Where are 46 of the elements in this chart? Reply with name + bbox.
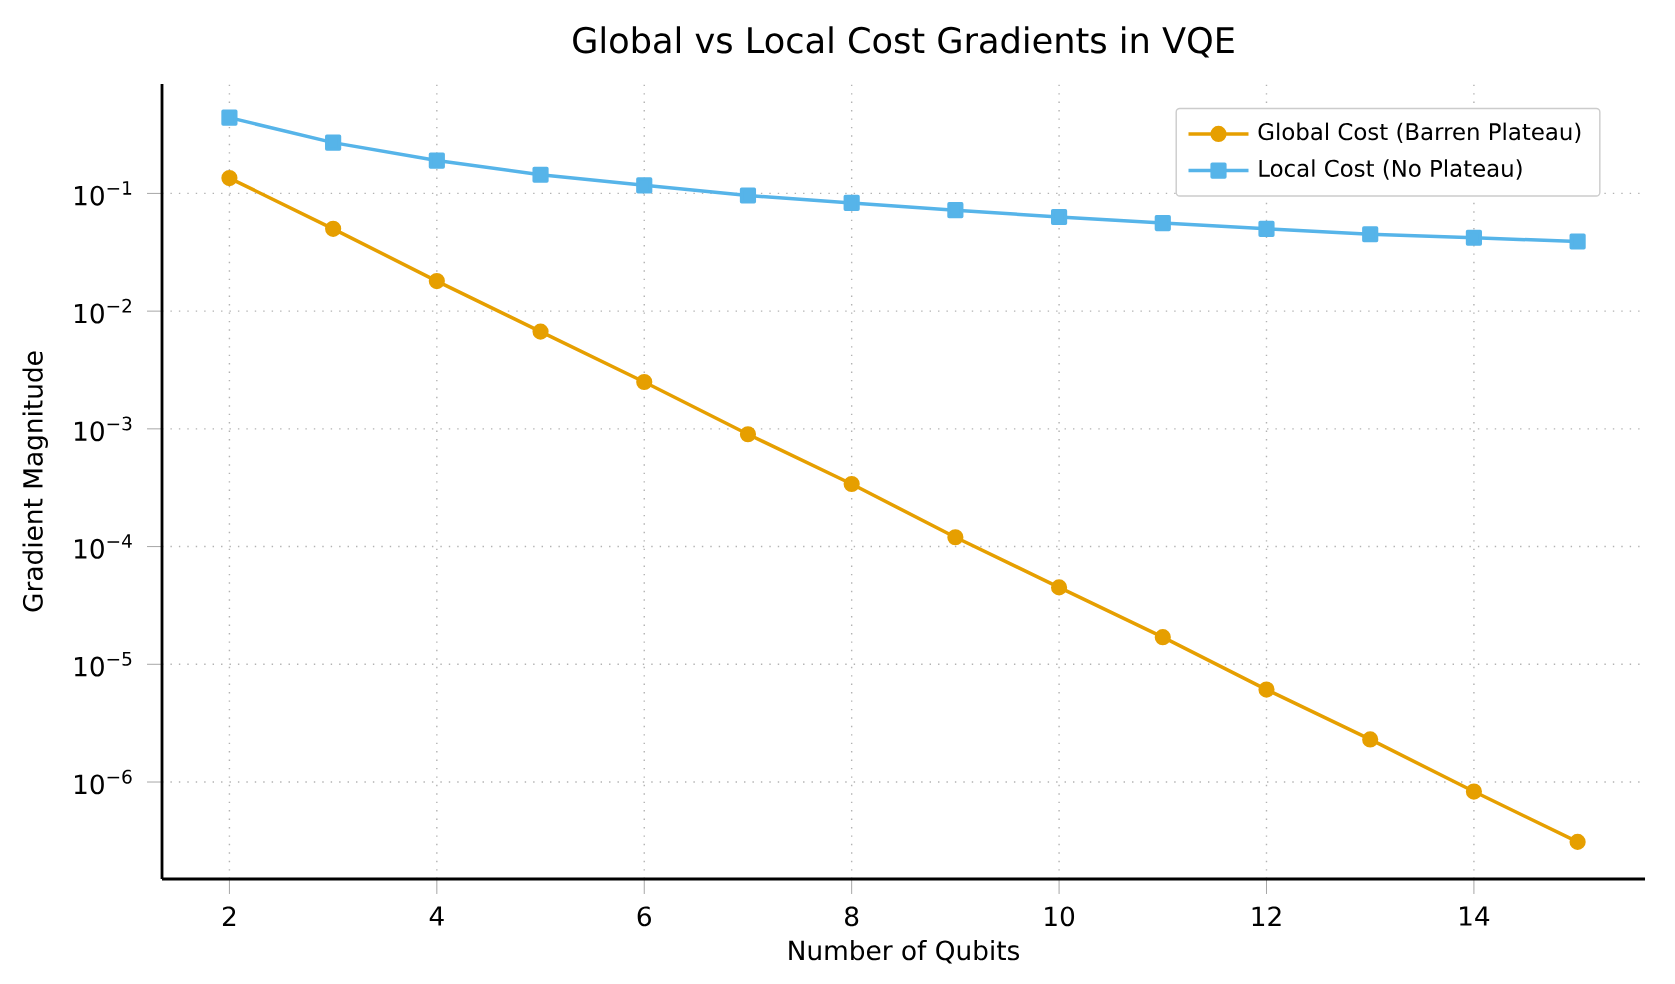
point: [843, 194, 860, 212]
point: [532, 166, 549, 183]
point: [1051, 208, 1068, 226]
point: [843, 475, 860, 493]
point: [947, 202, 964, 219]
point: [636, 177, 653, 194]
point: [325, 220, 342, 237]
y-tick-label: 10$^{−1}$: [75, 181, 132, 206]
point: [1154, 214, 1171, 232]
point: [1051, 579, 1068, 596]
x-axis-title: Number of Qubits: [789, 939, 1020, 964]
legend-label: Local Cost (No Plateau): [1259, 159, 1522, 180]
x-tick-label: 6: [637, 906, 651, 927]
y-tick-label: 10$^{−2}$: [75, 298, 132, 324]
point: [1362, 731, 1379, 748]
point: [428, 272, 445, 290]
y-tick-label: 10$^{−3}$: [75, 416, 132, 442]
x-tick-label: 12: [1252, 906, 1281, 926]
point: [325, 134, 342, 151]
x-tick-label: 10: [1045, 906, 1075, 927]
point: [1465, 783, 1482, 800]
point: [1258, 681, 1275, 698]
y-tick-label: 10$^{−5}$: [75, 652, 132, 677]
point: [221, 169, 238, 187]
point: [532, 323, 549, 340]
point: [1258, 220, 1275, 237]
point: [739, 426, 757, 443]
point: [428, 152, 445, 169]
point: [947, 529, 964, 546]
y-tick-label: 10$^{−6}$: [75, 769, 132, 795]
point: [636, 373, 653, 391]
chart-title: Global vs Local Cost Gradients in VQE: [573, 26, 1234, 58]
point: [1569, 233, 1586, 250]
point: [1362, 226, 1379, 243]
x-tick-label: 2: [222, 906, 236, 926]
x-tick-label: 14: [1460, 906, 1490, 926]
point: [221, 109, 238, 126]
x-tick-label: 8: [845, 906, 859, 927]
point: [1569, 833, 1586, 850]
y-tick-label: 10$^{−4}$: [75, 534, 132, 559]
point: [1154, 629, 1171, 646]
x-tick-label: 4: [429, 906, 444, 926]
point: [739, 187, 757, 204]
legend-label: Global Cost (Barren Plateau): [1258, 122, 1581, 143]
y-axis-title: Gradient Magnitude: [22, 351, 48, 612]
point: [1465, 229, 1482, 246]
